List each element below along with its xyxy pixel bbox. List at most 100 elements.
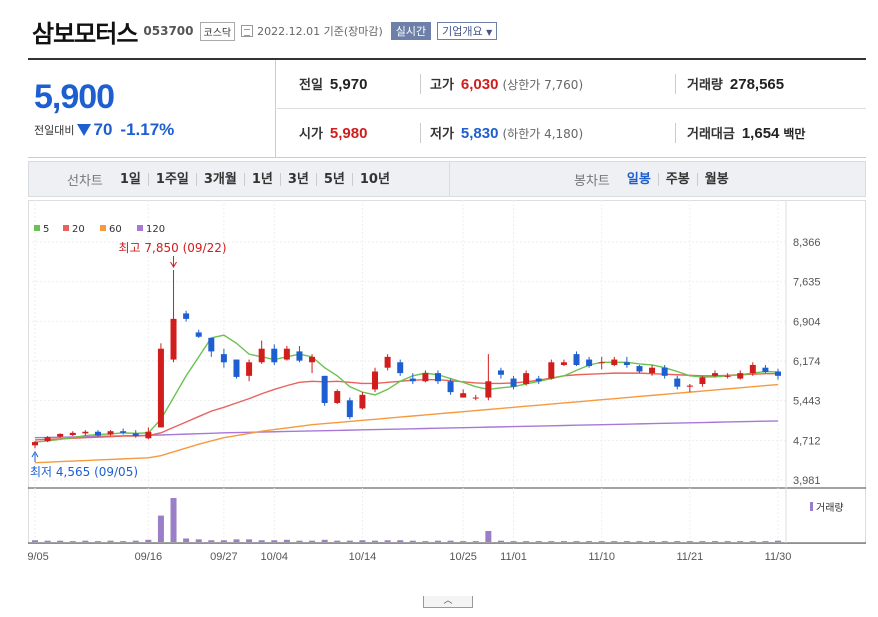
volume-bar bbox=[233, 539, 240, 542]
volume-bar bbox=[246, 539, 253, 542]
price-chart[interactable]: 8,366 7,635 6,904 6,174 5,443 4,712 3,981 09/05… bbox=[28, 200, 866, 610]
candle-body bbox=[686, 385, 693, 387]
candle-body bbox=[359, 394, 366, 409]
quote-details: 전일 5,970 고가 6,030 (상한가 7,760) 거래량 278,565 시가… bbox=[277, 60, 866, 158]
down-arrow-icon bbox=[77, 124, 92, 136]
quote-date: 2022.12.01 기준(장마감) bbox=[257, 25, 383, 38]
candle-body bbox=[208, 337, 215, 352]
line-tab-6[interactable]: 10년 bbox=[351, 172, 397, 186]
candle-body bbox=[132, 433, 139, 437]
volume-bar bbox=[510, 541, 517, 542]
line-tab-1[interactable]: 1주일 bbox=[147, 172, 196, 186]
candle-body bbox=[409, 378, 416, 382]
candle-body bbox=[157, 348, 164, 428]
candle-body bbox=[57, 433, 64, 437]
line-tab-3[interactable]: 1년 bbox=[243, 172, 280, 186]
volume-bar bbox=[649, 541, 656, 542]
volume-bar bbox=[573, 541, 580, 542]
legend-label: 120 bbox=[146, 224, 165, 235]
candle-body bbox=[170, 318, 177, 360]
current-price: 5,900 bbox=[34, 78, 115, 116]
volume-bar bbox=[460, 541, 467, 542]
volume-bar bbox=[321, 539, 328, 542]
line-tab-0[interactable]: 1일 bbox=[119, 171, 141, 187]
volume-bar bbox=[699, 541, 706, 542]
candle-body bbox=[44, 437, 51, 441]
candle-body bbox=[712, 373, 719, 376]
line-chart-label: 선차트 bbox=[67, 173, 103, 189]
volume-bar bbox=[586, 541, 593, 542]
volume-bar bbox=[548, 541, 555, 542]
candle-body bbox=[775, 371, 781, 376]
volume-bar bbox=[472, 541, 479, 542]
candle-body bbox=[472, 397, 479, 399]
volume-bar bbox=[195, 539, 202, 542]
line-tab-5[interactable]: 5년 bbox=[315, 172, 352, 186]
company-overview-button[interactable]: 기업개요 ▼ bbox=[437, 22, 498, 40]
candle-tab-2[interactable]: 월봉 bbox=[696, 172, 736, 186]
volume-bar bbox=[636, 541, 643, 542]
volume-bar bbox=[183, 538, 190, 542]
volume-bar bbox=[44, 540, 51, 542]
volume-bar bbox=[485, 531, 492, 542]
prev-close-label: 전일 bbox=[299, 78, 323, 93]
candle-tab-1[interactable]: 주봉 bbox=[657, 172, 697, 186]
change-row: 전일대비 70 -1.17% bbox=[34, 120, 174, 140]
volume-label: 거래량 bbox=[687, 78, 723, 93]
calendar-icon bbox=[241, 25, 254, 37]
candle-body bbox=[220, 354, 227, 363]
volume-bar bbox=[724, 541, 731, 542]
y-tick-label: 3,981 bbox=[793, 475, 821, 487]
candle-body bbox=[258, 348, 265, 363]
candle-chart-tabs: 봉차트 일봉 주봉 월봉 bbox=[574, 162, 736, 196]
trade-amount: 거래대금 1,654 백만 bbox=[687, 123, 805, 142]
volume-bar bbox=[69, 541, 76, 542]
volume-bar bbox=[170, 498, 177, 542]
divider bbox=[675, 74, 676, 94]
candle-body bbox=[523, 373, 530, 384]
x-tick-label: 10/14 bbox=[349, 551, 377, 563]
legend-swatch bbox=[63, 225, 69, 231]
open-price: 시가 5,980 bbox=[299, 123, 367, 142]
candle-body bbox=[485, 381, 492, 398]
volume-legend-swatch bbox=[810, 502, 813, 511]
volume: 거래량 278,565 bbox=[687, 74, 784, 93]
candle-body bbox=[548, 362, 555, 379]
volume-bar bbox=[686, 541, 693, 542]
ma5-line bbox=[34, 334, 779, 443]
volume-bar bbox=[145, 539, 152, 542]
candle-body bbox=[434, 373, 441, 382]
chevron-down-icon: ▼ bbox=[486, 28, 493, 37]
volume-bar bbox=[611, 541, 618, 542]
candle-body bbox=[661, 367, 668, 376]
volume-bar bbox=[712, 541, 719, 542]
y-tick-label: 8,366 bbox=[793, 237, 821, 249]
line-chart-tabs: 선차트 1일 1주일 3개월 1년 3년 5년 10년 bbox=[67, 162, 397, 196]
candle-body bbox=[623, 362, 630, 365]
chart-period-tabs: 선차트 1일 1주일 3개월 1년 3년 5년 10년 봉차트 일봉 주봉 월봉 bbox=[28, 161, 866, 197]
high-arrow-head bbox=[170, 261, 177, 268]
legend-swatch bbox=[34, 225, 40, 231]
candle-body bbox=[762, 367, 769, 373]
high-price: 고가 6,030 (상한가 7,760) bbox=[430, 74, 583, 93]
volume-bar bbox=[372, 540, 379, 542]
candle-body bbox=[233, 359, 240, 377]
candle-body bbox=[535, 378, 542, 382]
line-tab-4[interactable]: 3년 bbox=[279, 172, 316, 186]
volume-bar bbox=[157, 515, 164, 542]
x-tick-label: 09/16 bbox=[135, 551, 163, 563]
current-price-panel: 5,900 전일대비 70 -1.17% bbox=[28, 60, 276, 158]
candle-body bbox=[32, 442, 38, 446]
candle-body bbox=[309, 356, 316, 363]
volume-bar bbox=[737, 541, 744, 542]
candle-tab-0[interactable]: 일봉 bbox=[626, 171, 651, 187]
x-tick-label: 10/25 bbox=[449, 551, 477, 563]
line-tab-2[interactable]: 3개월 bbox=[195, 172, 244, 186]
high-value: 6,030 bbox=[460, 76, 499, 93]
y-tick-label: 7,635 bbox=[793, 277, 821, 289]
collapse-button[interactable]: ︿ bbox=[423, 596, 473, 608]
candle-body bbox=[586, 359, 593, 367]
change-percent: -1.17% bbox=[120, 120, 175, 139]
open-label: 시가 bbox=[299, 127, 323, 142]
realtime-button[interactable]: 실시간 bbox=[390, 22, 432, 40]
